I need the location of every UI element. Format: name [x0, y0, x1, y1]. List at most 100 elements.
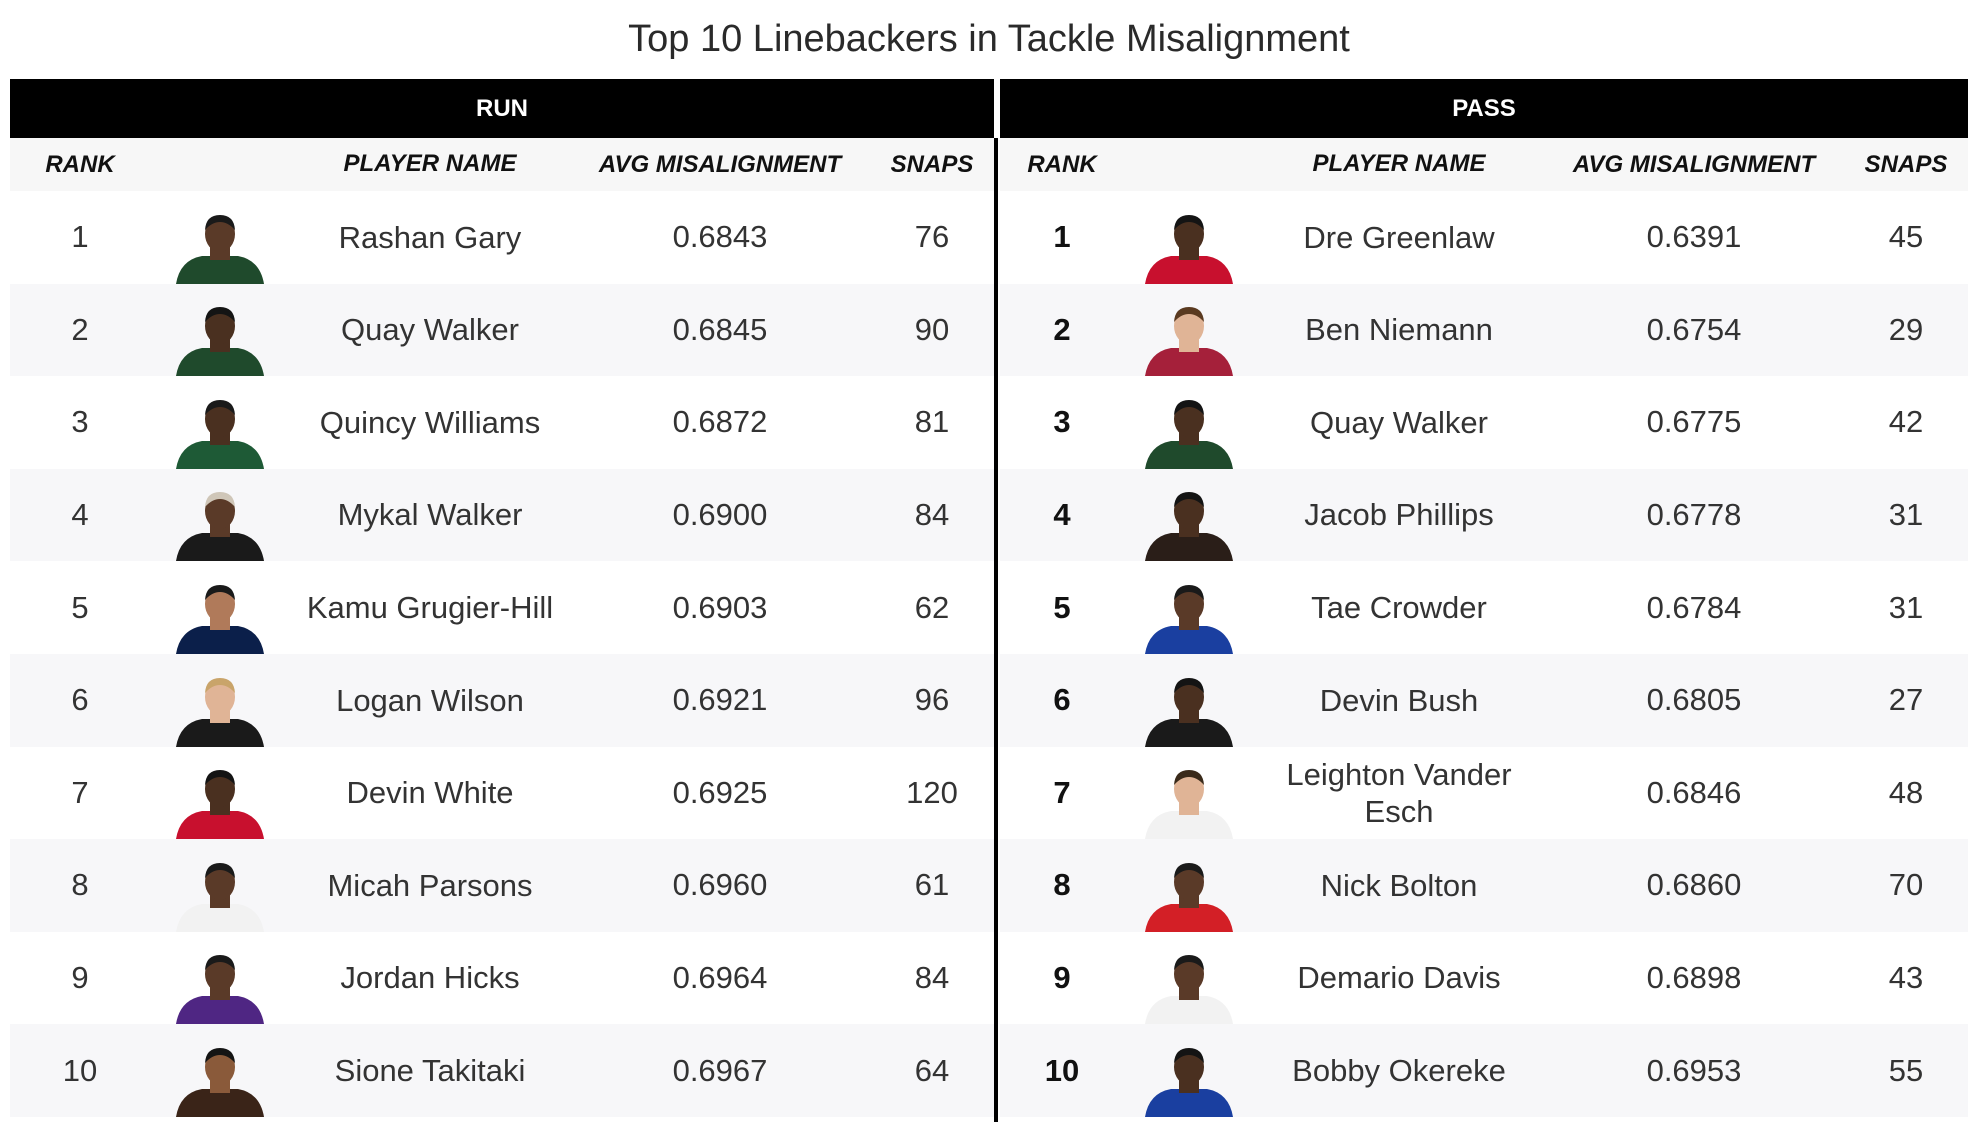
player-headshot-icon — [176, 955, 264, 1025]
snaps-cell: 84 — [914, 497, 950, 533]
avg-misalignment-cell: 0.6903 — [672, 589, 768, 625]
table-row: 8 Micah Parsons 0.6960 61 — [10, 839, 994, 932]
player-name-cell: Tae Crowder — [1311, 590, 1487, 626]
player-headshot-icon — [1145, 584, 1233, 654]
photo-cell — [150, 654, 290, 747]
rank-cell: 8 — [1053, 867, 1071, 903]
snaps-cell: 43 — [1888, 960, 1924, 996]
player-headshot-icon — [1145, 1047, 1233, 1117]
photo-cell — [1124, 747, 1254, 840]
table-row: 5 Tae Crowder 0.6784 31 — [1000, 561, 1968, 654]
player-name-cell: Demario Davis — [1297, 960, 1501, 996]
player-headshot-icon — [176, 677, 264, 747]
rank-cell: 9 — [1053, 960, 1071, 996]
snaps-cell: 76 — [914, 219, 950, 255]
photo-cell — [1124, 1024, 1254, 1117]
player-name-cell: Sione Takitaki — [334, 1053, 526, 1089]
photo-cell — [150, 191, 290, 284]
player-name-cell: Leighton Vander Esch — [1286, 756, 1512, 829]
table-row: 4 Mykal Walker 0.6900 84 — [10, 468, 994, 562]
table-row: 1 Dre Greenlaw 0.6391 45 — [1000, 191, 1968, 284]
player-name-cell: Mykal Walker — [337, 497, 523, 533]
run-column-headers: RANK PLAYER NAME AVG MISALIGNMENT SNAPS — [10, 138, 994, 191]
photo-cell — [150, 284, 290, 377]
rank-cell: 10 — [1044, 1052, 1080, 1088]
player-headshot-icon — [176, 770, 264, 840]
avg-misalignment-cell: 0.6925 — [672, 774, 768, 810]
player-name-cell: Logan Wilson — [336, 682, 524, 718]
table-row: 9 Jordan Hicks 0.6964 84 — [10, 931, 994, 1025]
table-row: 2 Ben Niemann 0.6754 29 — [1000, 283, 1968, 377]
rank-cell: 5 — [71, 589, 89, 625]
player-name-cell: Jordan Hicks — [340, 960, 520, 996]
photo-cell — [1124, 561, 1254, 654]
avg-misalignment-cell: 0.6900 — [672, 497, 768, 533]
avg-misalignment-cell: 0.6784 — [1646, 589, 1742, 625]
snaps-cell: 61 — [914, 867, 950, 903]
rank-cell: 9 — [71, 960, 89, 996]
player-name-cell: Nick Bolton — [1320, 867, 1478, 903]
rank-cell: 3 — [1053, 404, 1071, 440]
photo-cell — [150, 747, 290, 840]
photo-cell — [1124, 284, 1254, 377]
rank-cell: 7 — [1053, 774, 1071, 810]
snaps-cell: 84 — [914, 960, 950, 996]
avg-misalignment-cell: 0.6778 — [1646, 497, 1742, 533]
rank-cell: 2 — [71, 311, 89, 347]
photo-cell — [150, 839, 290, 932]
photo-cell — [150, 932, 290, 1025]
table-row: 6 Logan Wilson 0.6921 96 — [10, 653, 994, 747]
player-headshot-icon — [176, 1047, 264, 1117]
avg-misalignment-cell: 0.6391 — [1646, 219, 1742, 255]
player-headshot-icon — [176, 307, 264, 377]
table-row: 3 Quincy Williams 0.6872 81 — [10, 376, 994, 469]
rank-cell: 5 — [1053, 589, 1071, 625]
snaps-header: SNAPS — [1864, 150, 1948, 178]
rank-cell: 1 — [71, 219, 89, 255]
pass-group-header: PASS — [1000, 79, 1968, 138]
player-headshot-icon — [1145, 492, 1233, 562]
photo-cell — [150, 1024, 290, 1117]
avg-misalignment-cell: 0.6898 — [1646, 960, 1742, 996]
run-table: RUN RANK PLAYER NAME AVG MISALIGNMENT SN… — [10, 79, 994, 1119]
rank-cell: 7 — [71, 774, 89, 810]
rank-cell: 3 — [71, 404, 89, 440]
player-name-cell: Quay Walker — [1309, 404, 1488, 440]
rank-header: RANK — [1027, 150, 1097, 178]
photo-cell — [1124, 932, 1254, 1025]
photo-cell — [1124, 839, 1254, 932]
avg-misalignment-cell: 0.6960 — [672, 867, 768, 903]
snaps-cell: 45 — [1888, 219, 1924, 255]
table-row: 4 Jacob Phillips 0.6778 31 — [1000, 468, 1968, 562]
avg-misalignment-cell: 0.6860 — [1646, 867, 1742, 903]
table-row: 2 Quay Walker 0.6845 90 — [10, 283, 994, 377]
run-group-header: RUN — [10, 79, 994, 138]
table-row: 1 Rashan Gary 0.6843 76 — [10, 191, 994, 284]
table-row: 3 Quay Walker 0.6775 42 — [1000, 376, 1968, 469]
snaps-cell: 96 — [914, 682, 950, 718]
photo-cell — [1124, 469, 1254, 562]
photo-cell — [150, 561, 290, 654]
snaps-cell: 120 — [906, 774, 958, 810]
avg-misalignment-cell: 0.6846 — [1646, 774, 1742, 810]
rank-cell: 2 — [1053, 311, 1071, 347]
snaps-cell: 70 — [1888, 867, 1924, 903]
snaps-cell: 27 — [1888, 682, 1924, 718]
avg-misalignment-cell: 0.6805 — [1646, 682, 1742, 718]
rank-cell: 10 — [62, 1052, 98, 1088]
avg-misalignment-cell: 0.6754 — [1646, 311, 1742, 347]
snaps-cell: 62 — [914, 589, 950, 625]
avg-misalignment-cell: 0.6964 — [672, 960, 768, 996]
avg-misalignment-cell: 0.6953 — [1646, 1052, 1742, 1088]
rank-cell: 1 — [1053, 219, 1071, 255]
player-name-cell: Kamu Grugier-Hill — [306, 590, 554, 626]
table-row: 7 Devin White 0.6925 120 — [10, 746, 994, 840]
rank-cell: 6 — [71, 682, 89, 718]
photo-cell — [150, 376, 290, 469]
photo-header — [1124, 138, 1254, 191]
player-name-cell: Micah Parsons — [327, 867, 533, 903]
photo-cell — [1124, 191, 1254, 284]
player-headshot-icon — [1145, 770, 1233, 840]
rank-cell: 6 — [1053, 682, 1071, 718]
